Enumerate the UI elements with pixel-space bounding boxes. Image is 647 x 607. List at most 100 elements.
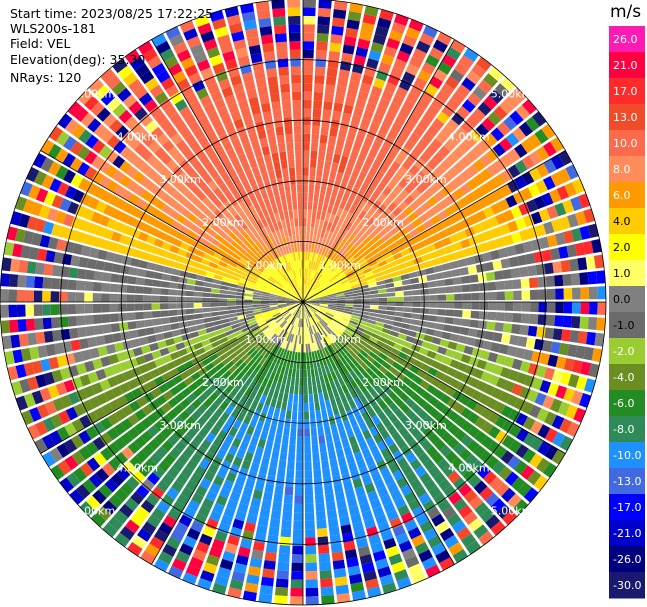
- range-gate: [381, 208, 392, 218]
- range-gate: [502, 323, 513, 333]
- range-gate: [465, 540, 482, 555]
- range-gate: [17, 319, 27, 332]
- range-gate: [405, 397, 416, 409]
- range-gate: [210, 298, 219, 302]
- range-gate: [352, 289, 362, 294]
- range-gate: [269, 322, 277, 329]
- range-gate: [99, 432, 113, 446]
- range-gate: [287, 7, 301, 17]
- range-gate: [257, 384, 266, 395]
- range-gate: [266, 188, 274, 198]
- range-gate: [309, 326, 314, 335]
- range-gate: [362, 213, 372, 223]
- range-gate: [235, 430, 245, 441]
- range-gate: [439, 527, 455, 542]
- range-gate: [315, 262, 320, 272]
- range-gate: [320, 451, 329, 461]
- range-gate: [375, 321, 385, 328]
- range-gate: [139, 162, 152, 175]
- range-gate: [103, 204, 115, 217]
- range-gate: [305, 277, 309, 286]
- range-gate: [477, 273, 487, 282]
- range-gate: [527, 325, 538, 337]
- range-gate: [219, 400, 229, 411]
- range-gate: [288, 393, 294, 403]
- range-gate: [192, 387, 203, 398]
- range-gate: [373, 251, 383, 260]
- range-gate: [109, 293, 119, 302]
- range-gate: [311, 300, 320, 302]
- range-gate: [127, 321, 137, 330]
- range-gate: [290, 419, 297, 429]
- range-gate: [519, 229, 531, 242]
- range-gate: [280, 194, 287, 204]
- range-gate: [97, 249, 108, 261]
- range-gate: [263, 285, 273, 290]
- range-gate: [542, 175, 556, 191]
- range-gate: [46, 207, 59, 222]
- range-gate: [18, 333, 29, 347]
- range-gate: [490, 342, 501, 353]
- range-gate: [403, 206, 414, 217]
- range-gate: [326, 289, 335, 294]
- range-gate: [324, 84, 336, 94]
- range-gate: [384, 370, 395, 381]
- range-gate: [135, 277, 145, 286]
- range-gate: [126, 476, 140, 490]
- range-gate: [368, 230, 378, 240]
- range-gate: [333, 330, 341, 338]
- range-gate: [272, 222, 279, 232]
- range-gate: [143, 286, 153, 295]
- range-gate: [313, 469, 322, 479]
- range-gate: [186, 153, 198, 165]
- range-gate: [70, 140, 84, 156]
- colorbar-swatch: [609, 338, 645, 365]
- range-gate: [546, 288, 556, 300]
- range-gate: [252, 61, 264, 72]
- range-gate: [56, 443, 71, 458]
- range-gate: [252, 299, 261, 302]
- range-gate: [106, 97, 121, 112]
- range-ring-label: 5.00km: [74, 505, 116, 518]
- range-gate: [229, 397, 239, 408]
- range-gate: [196, 201, 207, 212]
- range-gate: [265, 543, 278, 554]
- range-gate: [311, 351, 316, 361]
- range-gate: [186, 320, 196, 327]
- range-gate: [229, 464, 240, 475]
- range-gate: [363, 136, 374, 148]
- range-gate: [250, 361, 259, 371]
- range-gate: [294, 317, 298, 327]
- range-gate: [292, 288, 298, 296]
- range-gate: [332, 153, 341, 164]
- range-gate: [8, 273, 19, 288]
- range-gate: [256, 279, 266, 285]
- range-gate: [144, 99, 158, 113]
- range-gate: [136, 328, 147, 337]
- range-gate: [244, 344, 253, 353]
- range-gate: [433, 329, 443, 338]
- range-gate: [536, 457, 551, 473]
- range-gate: [305, 587, 319, 597]
- range-gate: [280, 366, 286, 376]
- range-gate: [195, 347, 206, 356]
- range-gate: [357, 199, 367, 210]
- range-gate: [223, 160, 233, 171]
- range-gate: [495, 312, 505, 322]
- range-gate: [370, 220, 380, 230]
- range-gate: [192, 128, 205, 140]
- range-gate: [388, 443, 400, 455]
- range-gate: [42, 277, 52, 289]
- range-gate: [155, 395, 167, 406]
- range-gate: [346, 19, 360, 30]
- range-gate: [304, 411, 310, 420]
- range-gate: [194, 313, 204, 320]
- range-gate: [34, 438, 48, 454]
- range-gate: [231, 227, 241, 237]
- range-gate: [318, 275, 326, 284]
- range-gate: [543, 221, 555, 235]
- range-gate: [346, 409, 355, 420]
- range-gate: [306, 309, 310, 318]
- range-gate: [294, 299, 303, 302]
- range-gate: [531, 377, 544, 391]
